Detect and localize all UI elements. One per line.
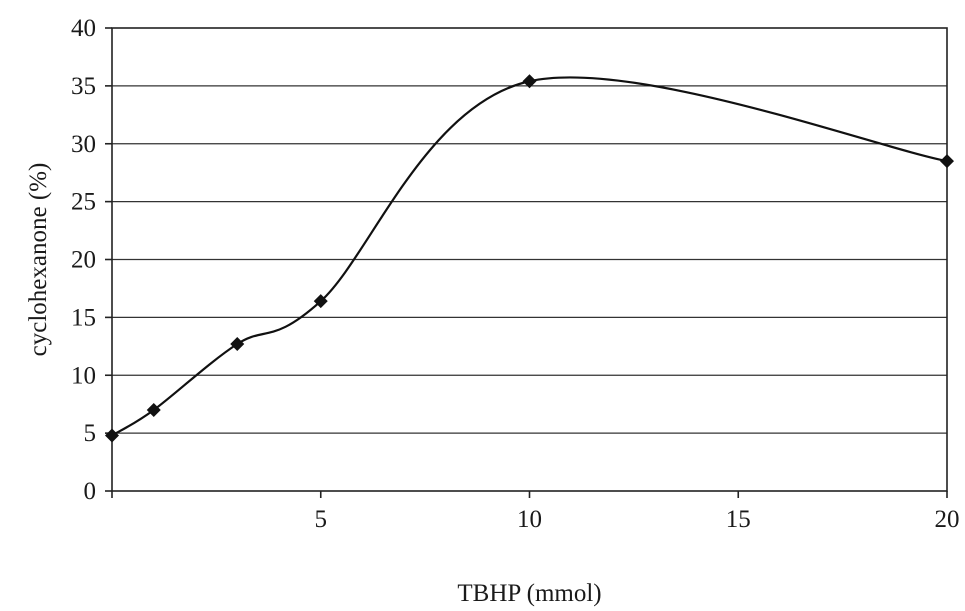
data-point-marker [522, 74, 537, 89]
series-group [105, 74, 954, 443]
data-point-marker [940, 154, 954, 169]
gridlines [112, 85, 947, 434]
y-tick-label: 30 [71, 131, 96, 158]
x-tick-label: 5 [315, 506, 328, 533]
y-axis-title: cyclohexanone (%) [25, 163, 52, 357]
series-line-0 [111, 76, 948, 437]
x-tick-label: 10 [517, 506, 542, 533]
y-tick-label: 0 [84, 478, 97, 505]
x-tick-label: 20 [935, 506, 960, 533]
y-tick-label: 40 [71, 15, 96, 42]
y-tick-label: 20 [71, 247, 96, 274]
y-tick-label: 10 [71, 362, 96, 389]
data-point-marker [230, 336, 245, 351]
y-tick-label: 15 [71, 304, 96, 331]
y-tick-label: 25 [71, 189, 96, 216]
y-tick-label: 35 [71, 73, 96, 100]
x-tick-label: 15 [726, 506, 751, 533]
data-point-marker [313, 294, 328, 309]
data-point-marker [105, 428, 119, 443]
x-axis-ticks: 5 10 15 20 [111, 491, 960, 533]
x-axis-title: TBHP (mmol) [457, 580, 601, 607]
y-axis-ticks: 0 5 10 15 20 25 30 35 40 [71, 15, 112, 505]
y-tick-label: 5 [84, 420, 97, 447]
data-point-marker [146, 402, 161, 417]
